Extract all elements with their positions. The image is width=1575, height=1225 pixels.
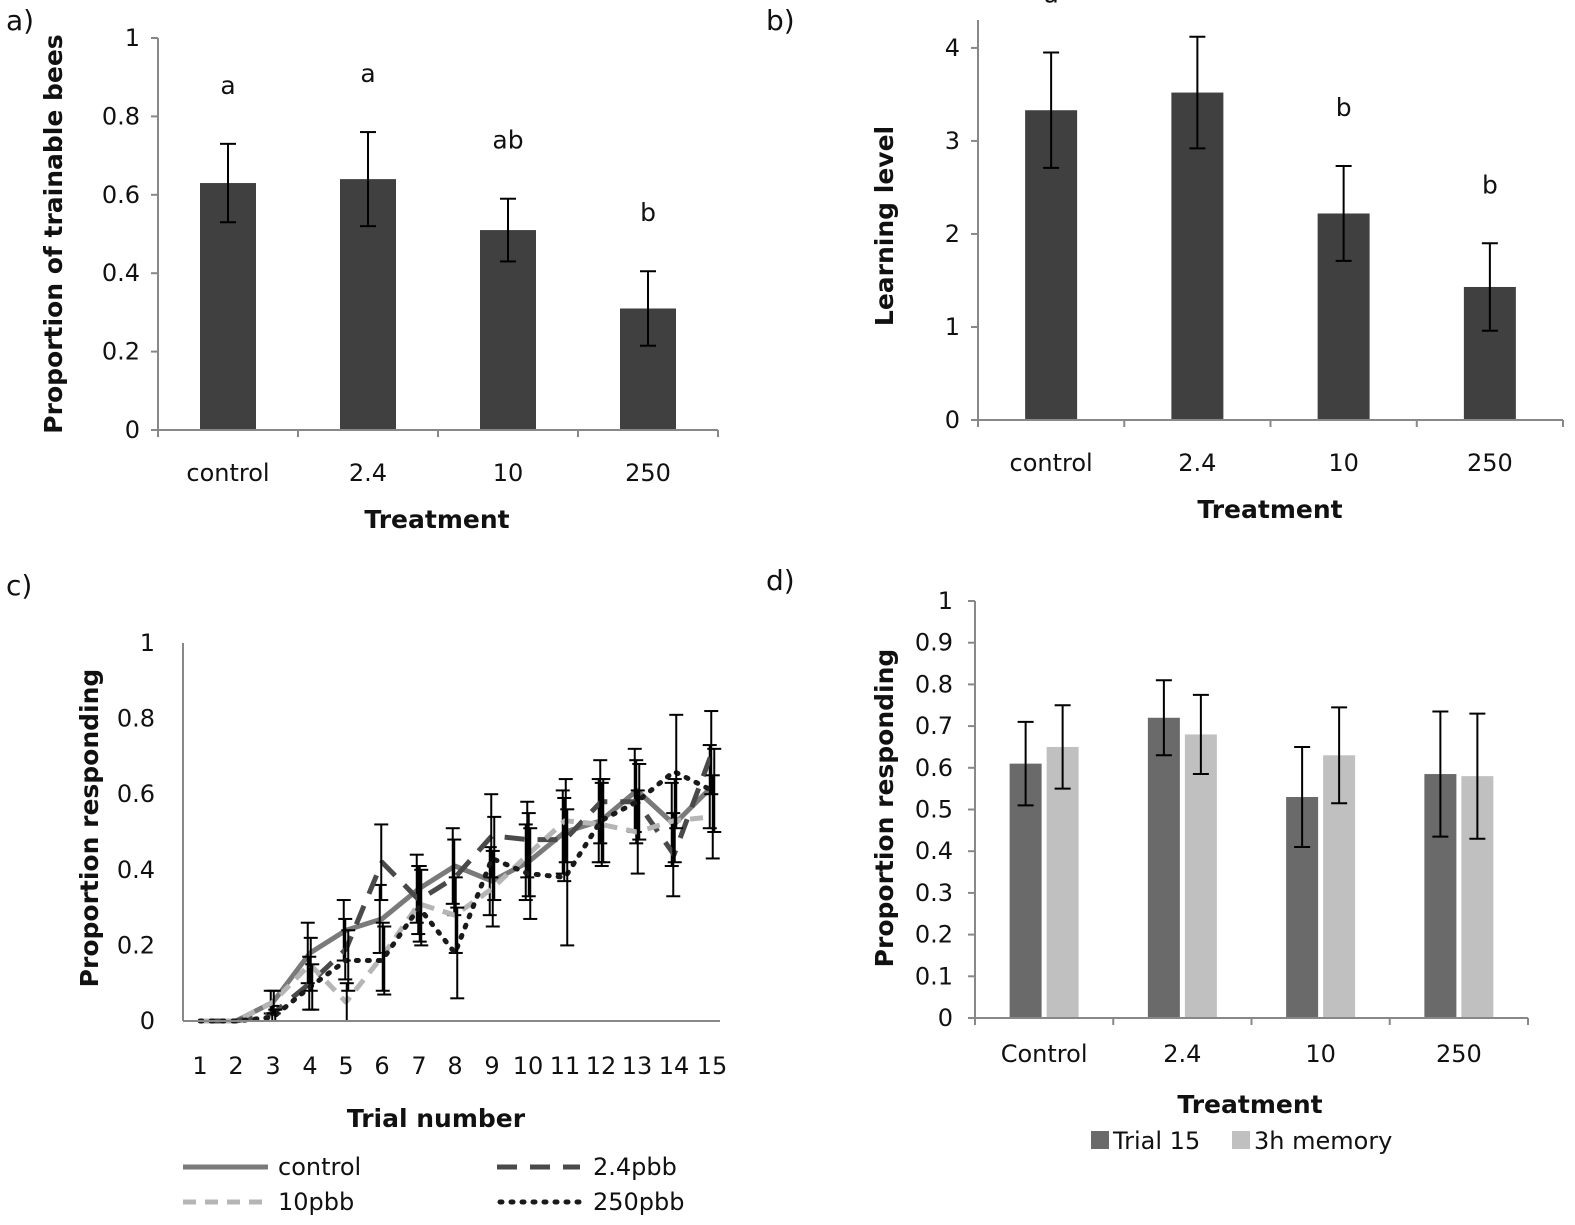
panel-a-significance-letter: a — [220, 71, 235, 100]
legend-swatch-trial-15 — [1091, 1131, 1109, 1149]
panel-a-y-tick-label: 0.6 — [102, 181, 140, 209]
panel-c-x-tick-label: 5 — [338, 1052, 353, 1080]
panel-d-legend: Trial 15 3h memory — [1091, 1127, 1392, 1155]
panel-b-significance-letter: b — [1336, 93, 1352, 122]
panel-c-y-tick-label: 0.2 — [117, 931, 155, 959]
panel-c-y-tick-label: 0.6 — [117, 780, 155, 808]
panel-d-y-tick-label: 0.9 — [915, 629, 953, 657]
panel-c-x-tick-label: 7 — [411, 1052, 426, 1080]
panel-a-chart: a) Proportion of trainable bees Treatmen… — [6, 4, 719, 534]
legend-label-10pbb: 10pbb — [278, 1188, 354, 1216]
panel-d-y-tick-label: 0.2 — [915, 921, 953, 949]
panel-b-x-tick-label: control — [1010, 449, 1093, 477]
panel-d-x-axis-title: Treatment — [1177, 1090, 1322, 1119]
panel-a-y-tick-label: 1 — [125, 24, 140, 52]
panel-b-x-axis-title: Treatment — [1197, 495, 1342, 524]
legend-swatch-3h-memory — [1232, 1131, 1250, 1149]
panel-b-chart: b) Learning level Treatment 01234aabbcon… — [766, 0, 1564, 524]
panel-d-x-tick-label: 2.4 — [1163, 1040, 1201, 1068]
panel-b-x-tick-label: 250 — [1467, 449, 1513, 477]
panel-a-y-tick-label: 0.2 — [102, 338, 140, 366]
panel-b-x-tick-label: 10 — [1328, 449, 1359, 477]
panel-d-y-tick-label: 0.3 — [915, 879, 953, 907]
panel-c-y-tick-label: 1 — [140, 629, 155, 657]
panel-d-bar-trial-15 — [1147, 717, 1180, 1018]
panel-c-y-tick-label: 0 — [140, 1007, 155, 1035]
panel-c-x-tick-label: 9 — [484, 1052, 499, 1080]
panel-d-label: d) — [766, 564, 795, 597]
panel-a-x-tick-label: control — [186, 459, 269, 487]
panel-b-y-tick-label: 1 — [945, 313, 960, 341]
panel-c-x-tick-label: 15 — [697, 1052, 728, 1080]
panel-c-x-tick-label: 10 — [513, 1052, 544, 1080]
panel-c-series-line-250pbb — [197, 769, 715, 1024]
legend-label-2-4pbb: 2.4pbb — [593, 1153, 677, 1181]
panel-b-y-tick-label: 2 — [945, 220, 960, 248]
panel-b-significance-letter: a — [1043, 0, 1058, 9]
panel-a-significance-letter: ab — [492, 126, 523, 155]
panel-d-y-tick-label: 0.6 — [915, 754, 953, 782]
panel-b-y-tick-label: 4 — [945, 34, 960, 62]
legend-label-250pbb: 250pbb — [593, 1188, 685, 1216]
panel-c-x-tick-label: 8 — [447, 1052, 462, 1080]
panel-a-y-tick-label: 0.4 — [102, 259, 140, 287]
panel-c-x-tick-label: 13 — [622, 1052, 653, 1080]
panel-b-y-tick-label: 3 — [945, 127, 960, 155]
panel-c-label: c) — [6, 569, 32, 602]
panel-d-y-tick-label: 0.7 — [915, 712, 953, 740]
panel-c-y-tick-label: 0.8 — [117, 705, 155, 733]
panel-b-x-tick-label: 2.4 — [1178, 449, 1216, 477]
panel-a-label: a) — [6, 4, 34, 37]
panel-d-y-tick-label: 0.4 — [915, 837, 953, 865]
panel-d-y-tick-label: 1 — [938, 587, 953, 615]
panel-a-significance-letter: a — [360, 59, 375, 88]
panel-d-y-tick-label: 0.8 — [915, 670, 953, 698]
panel-a-x-tick-label: 2.4 — [349, 459, 387, 487]
panel-d-chart: d) Proportion responding Treatment 0 0.1 0… — [766, 564, 1529, 1155]
legend-label-3h-memory: 3h memory — [1254, 1127, 1392, 1155]
panel-c-series-line-2-4pbb — [200, 751, 715, 1024]
panel-c-x-tick-label: 3 — [265, 1052, 280, 1080]
panel-c-chart: c) Proportion responding Trial number 0 0… — [6, 569, 727, 1216]
panel-c-y-tick-label: 0.4 — [117, 856, 155, 884]
panel-b-label: b) — [766, 4, 795, 37]
panel-a-y-axis-title: Proportion of trainable bees — [39, 34, 68, 433]
panel-a-x-tick-label: 10 — [493, 459, 524, 487]
panel-c-x-tick-label: 14 — [659, 1052, 690, 1080]
panel-c-x-axis-title: Trial number — [347, 1104, 526, 1133]
panel-a-bar — [480, 230, 536, 430]
panel-c-x-tick-label: 11 — [550, 1052, 581, 1080]
panel-b-y-tick-label: 0 — [945, 406, 960, 434]
panel-c-x-tick-label: 6 — [374, 1052, 389, 1080]
panel-d-x-tick-label: 10 — [1305, 1040, 1336, 1068]
panel-d-bar-3h-memory — [1184, 734, 1217, 1018]
panel-c-x-tick-label: 4 — [302, 1052, 317, 1080]
panel-a-y-tick-label: 0 — [125, 416, 140, 444]
panel-b-y-axis-title: Learning level — [870, 126, 899, 326]
panel-b-significance-letter: b — [1482, 170, 1498, 199]
panel-a-x-tick-label: 250 — [625, 459, 671, 487]
panel-d-x-tick-label: 250 — [1436, 1040, 1482, 1068]
panel-d-y-tick-label: 0 — [938, 1004, 953, 1032]
panel-d-y-tick-label: 0.5 — [915, 796, 953, 824]
panel-d-y-axis-title: Proportion responding — [870, 649, 899, 968]
panel-c-legend: control 2.4pbb 10pbb 250pbb — [183, 1153, 685, 1216]
legend-label-trial-15: Trial 15 — [1112, 1127, 1200, 1155]
panel-c-x-tick-label: 2 — [228, 1052, 243, 1080]
panel-c-x-tick-label: 1 — [192, 1052, 207, 1080]
panel-d-x-tick-label: Control — [1001, 1040, 1088, 1068]
panel-a-x-axis-title: Treatment — [364, 505, 509, 534]
panel-d-bar-3h-memory — [1046, 746, 1079, 1018]
panel-a-y-tick-label: 0.8 — [102, 102, 140, 130]
panel-a-bar — [200, 183, 256, 430]
panel-a-significance-letter: b — [640, 198, 656, 227]
panel-c-y-axis-title: Proportion responding — [75, 669, 104, 988]
panel-d-y-tick-label: 0.1 — [915, 962, 953, 990]
legend-label-control: control — [278, 1153, 361, 1181]
panel-c-x-tick-label: 12 — [586, 1052, 617, 1080]
